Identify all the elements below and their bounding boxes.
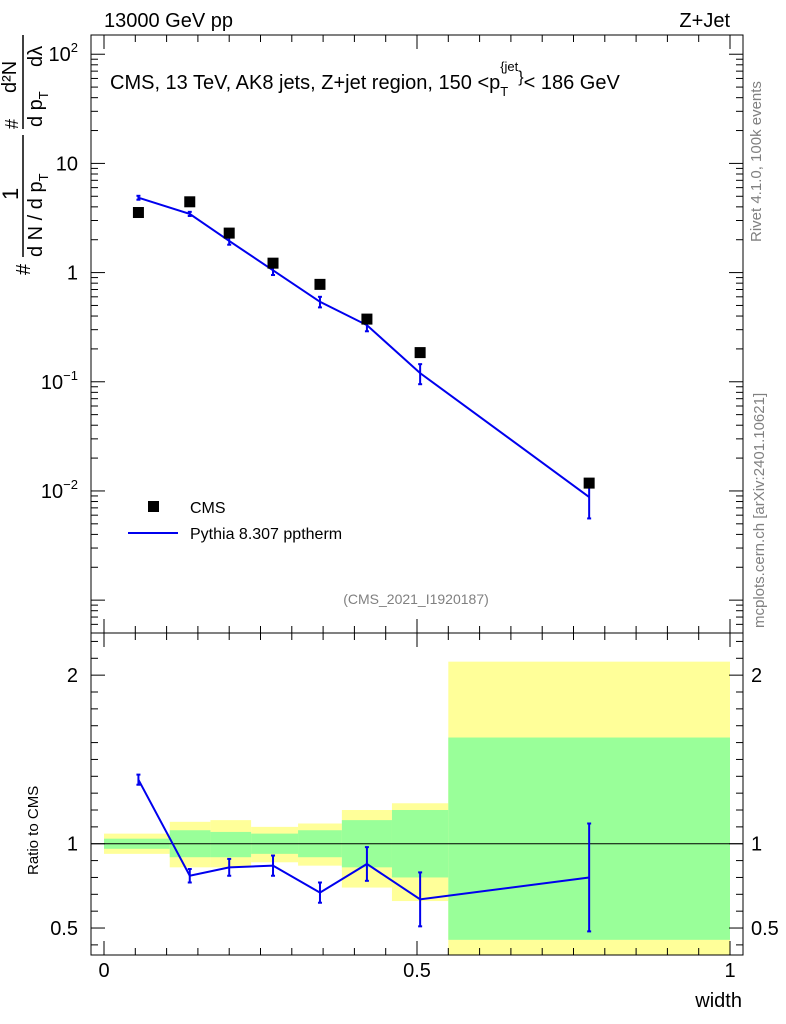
ratio-y-tick-label-left: 1 xyxy=(67,834,78,856)
legend-label-pythia: Pythia 8.307 pptherm xyxy=(190,526,342,543)
ratio-y-tick-label-left: 2 xyxy=(67,665,78,687)
cms-data-point xyxy=(314,278,326,290)
title-suffix: < 186 GeV xyxy=(524,72,621,94)
ratio-y-axis-label: Ratio to CMS xyxy=(25,786,42,875)
beam-label: 13000 GeV pp xyxy=(104,10,233,32)
ratio-y-tick-label-left: 0.5 xyxy=(50,918,78,940)
ylabel-dlambda: dλ xyxy=(25,46,47,67)
title-sup: {jet xyxy=(500,59,518,74)
ratio-panel: 0.5 0.5 1 1 2 2 0 0.5 1 xyxy=(50,632,779,982)
rivet-version-label: Rivet 4.1.0, 100k events xyxy=(748,81,765,242)
title-sub: T xyxy=(500,84,508,99)
cms-data-point xyxy=(184,196,196,208)
main-y-tick-label: 10 xyxy=(56,153,78,175)
legend: CMS Pythia 8.307 pptherm xyxy=(128,500,342,543)
plot-title: CMS, 13 TeV, AK8 jets, Z+jet region, 150… xyxy=(110,59,620,99)
ratio-x-tick-label: 0 xyxy=(98,960,109,982)
ylabel-hash-2: # xyxy=(2,119,22,129)
ylabel-dpt: d pT xyxy=(25,91,51,127)
cms-data-point xyxy=(267,257,279,269)
title-close: } xyxy=(518,69,524,86)
ratio-x-tick-label: 1 xyxy=(724,960,735,982)
cms-uncertainty-band-inner xyxy=(210,831,252,858)
legend-marker-cms xyxy=(148,501,159,512)
main-y-tick-label: 102 xyxy=(49,40,78,66)
cms-data-point xyxy=(361,313,373,325)
process-label: Z+Jet xyxy=(679,10,730,32)
cms-data-point xyxy=(132,207,144,219)
ylabel-d2n: d²N xyxy=(0,61,21,93)
cms-data-point xyxy=(414,347,426,359)
main-y-tick-label: 10−2 xyxy=(41,477,78,503)
cms-data-point xyxy=(223,227,235,239)
analysis-label: (CMS_2021_I1920187) xyxy=(343,591,489,607)
x-axis-label: width xyxy=(694,990,742,1012)
title-prefix: CMS, 13 TeV, AK8 jets, Z+jet region, 150… xyxy=(110,72,500,94)
ylabel-hash-1: # xyxy=(13,263,35,275)
main-y-axis-label: # 1 d N / d pT # d²N d pT dλ xyxy=(0,35,51,275)
ratio-y-tick-label-right: 0.5 xyxy=(751,918,779,940)
ratio-x-tick-label: 0.5 xyxy=(403,960,431,982)
main-y-tick-label: 1 xyxy=(67,263,78,285)
main-panel: 102 10 1 10−1 10−2 xyxy=(41,34,744,634)
main-plot-frame xyxy=(90,34,744,634)
main-y-tick-label: 10−1 xyxy=(41,368,78,394)
ratio-pythia-line xyxy=(137,779,590,901)
ratio-y-tick-label-right: 1 xyxy=(751,834,762,856)
cms-data-point xyxy=(583,477,595,489)
mcplots-label: mcplots.cern.ch [arXiv:2401.10621] xyxy=(751,393,768,628)
ylabel-fraction-den: d N / d pT xyxy=(25,173,51,257)
pythia-line xyxy=(138,196,590,498)
ratio-y-tick-label-right: 2 xyxy=(751,665,762,687)
ylabel-fraction-num: 1 xyxy=(0,188,23,200)
legend-label-cms: CMS xyxy=(190,500,226,517)
